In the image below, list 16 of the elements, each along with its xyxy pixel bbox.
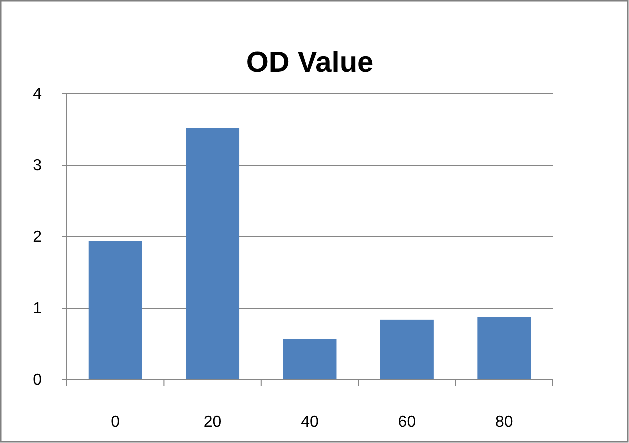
y-tick-label: 0 bbox=[33, 372, 42, 390]
bar bbox=[283, 339, 337, 380]
y-tick-label: 3 bbox=[33, 158, 42, 175]
x-tick-label: 40 bbox=[301, 414, 319, 431]
bar bbox=[186, 128, 240, 380]
y-tick-label: 4 bbox=[33, 86, 42, 104]
bar bbox=[88, 241, 142, 380]
x-tick-label: 0 bbox=[111, 414, 120, 431]
y-tick-label: 2 bbox=[33, 229, 42, 246]
y-tick-label: 1 bbox=[33, 300, 42, 318]
chart-title: OD Value bbox=[246, 47, 374, 79]
bar bbox=[478, 317, 532, 380]
x-tick-label: 20 bbox=[204, 414, 222, 431]
x-tick-label: 60 bbox=[398, 414, 416, 431]
bar bbox=[380, 320, 434, 380]
x-tick-label: 80 bbox=[496, 414, 514, 431]
